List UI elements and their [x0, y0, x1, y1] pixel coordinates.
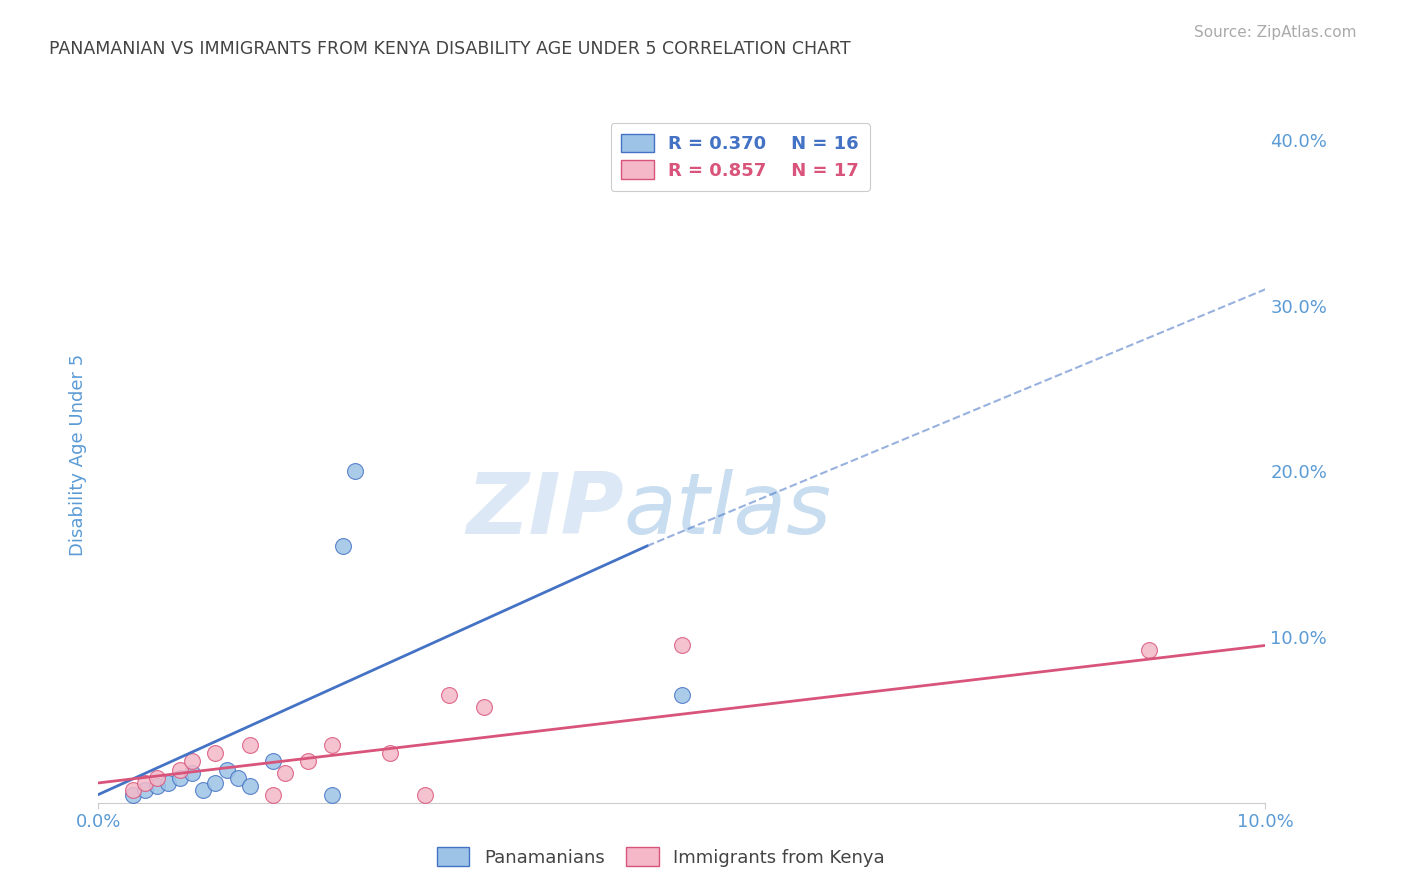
Point	[437, 688, 460, 702]
Point	[134, 776, 156, 790]
Text: Source: ZipAtlas.com: Source: ZipAtlas.com	[1194, 25, 1357, 40]
Point	[180, 766, 202, 780]
Point	[169, 763, 191, 777]
Point	[193, 782, 215, 797]
Point	[204, 746, 226, 760]
Point	[262, 788, 284, 802]
Point	[297, 755, 319, 769]
Point	[180, 755, 202, 769]
Point	[134, 782, 156, 797]
Point	[413, 788, 436, 802]
Point	[321, 788, 343, 802]
Point	[146, 771, 169, 785]
Point	[157, 776, 180, 790]
Point	[146, 779, 169, 793]
Point	[204, 776, 226, 790]
Point	[671, 688, 693, 702]
Point	[344, 465, 367, 479]
Point	[228, 771, 250, 785]
Point	[169, 771, 191, 785]
Point	[321, 738, 343, 752]
Point	[671, 639, 693, 653]
Point	[239, 779, 262, 793]
Text: atlas: atlas	[624, 469, 831, 552]
Legend: R = 0.370    N = 16, R = 0.857    N = 17: R = 0.370 N = 16, R = 0.857 N = 17	[610, 123, 870, 191]
Y-axis label: Disability Age Under 5: Disability Age Under 5	[69, 354, 87, 556]
Point	[122, 788, 145, 802]
Point	[332, 539, 354, 553]
Point	[215, 763, 238, 777]
Point	[380, 746, 402, 760]
Point	[122, 782, 145, 797]
Point	[472, 699, 495, 714]
Legend: Panamanians, Immigrants from Kenya: Panamanians, Immigrants from Kenya	[430, 840, 891, 874]
Point	[1137, 643, 1160, 657]
Text: PANAMANIAN VS IMMIGRANTS FROM KENYA DISABILITY AGE UNDER 5 CORRELATION CHART: PANAMANIAN VS IMMIGRANTS FROM KENYA DISA…	[49, 40, 851, 58]
Point	[274, 766, 297, 780]
Point	[262, 755, 284, 769]
Point	[239, 738, 262, 752]
Text: ZIP: ZIP	[465, 469, 624, 552]
